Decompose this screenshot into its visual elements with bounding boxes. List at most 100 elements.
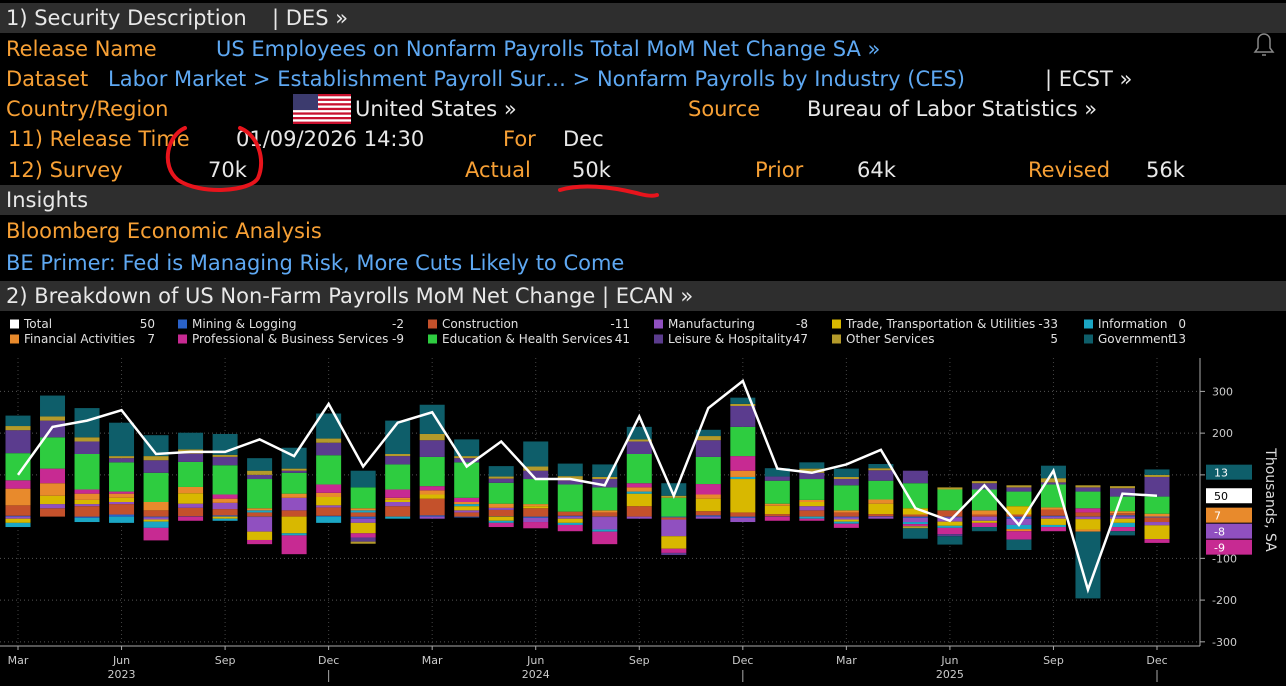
bar-segment [419,516,445,519]
bar-segment [385,497,411,500]
field-label: Source [688,97,761,121]
bar-segment [868,503,894,515]
bar-segment [454,512,480,517]
bar-segment [454,506,480,511]
bar-segment [592,512,618,517]
year-label: 2023 [108,668,136,681]
bar-segment [143,519,169,522]
bar-segment [695,456,721,485]
bar-segment [626,483,652,488]
field-value[interactable]: Bureau of Labor Statistics » [807,97,1098,121]
bar-segment [971,516,997,521]
bar-segment [1006,487,1032,492]
field-value[interactable]: United States » [355,97,517,121]
bar-segment [488,503,514,508]
bar-segment [1040,478,1066,483]
value-tag-label: -9 [1214,542,1225,555]
bar-segment [350,512,376,517]
bar-segment [1075,491,1101,509]
bar-segment [868,470,894,481]
bar-segment [730,470,756,477]
bar-segment [419,490,445,495]
bar-segment [523,508,549,517]
x-tick-label: Jun [112,654,130,667]
bar-segment [557,463,583,477]
bar-segment [1006,539,1032,550]
field-value[interactable]: US Employees on Nonfarm Payrolls Total M… [216,37,881,61]
legend-value: -8 [796,317,808,331]
bar-segment [937,521,963,526]
bar-segment [1040,482,1066,485]
chart-title-bar [0,281,1286,311]
bar-segment [1006,506,1032,515]
bar-segment [937,489,963,511]
bar-segment [557,524,583,532]
bar-segment [74,506,100,517]
bar-segment [937,516,963,518]
bar-segment [592,529,618,532]
bar-segment [937,525,963,528]
bar-segment [40,483,66,496]
bar-segment [454,504,480,507]
value-tag [1206,488,1252,504]
bar-segment [247,479,273,509]
bar-segment [1109,516,1135,519]
bar-segment [247,517,273,532]
bar-segment [316,507,342,516]
bar-segment [1006,485,1032,488]
bar-segment [419,456,445,487]
field-value[interactable]: | ECST » [1045,67,1133,91]
bar-segment [902,522,928,525]
field-value[interactable]: Labor Market > Establishment Payroll Sur… [108,67,965,91]
bar-segment [247,512,273,517]
bar-segment [385,454,411,457]
bar-segment [40,468,66,484]
bar-segment [109,497,135,502]
bar-segment [212,494,238,499]
bar-segment [178,453,204,462]
bar-segment [247,531,273,540]
bar-segment [695,484,721,495]
bar-segment [868,480,894,500]
bar-segment [1006,524,1032,530]
bar-segment [1040,507,1066,510]
bar-segment [212,465,238,495]
x-tick-label: Dec [1146,654,1167,667]
bar-segment [695,436,721,441]
insight-link[interactable]: BE Primer: Fed is Managing Risk, More Cu… [6,251,625,275]
bar-segment [833,479,859,486]
bar-segment [833,517,859,520]
bar-segment [937,534,963,537]
bar-segment [385,502,411,507]
x-tick-label: Mar [8,654,29,667]
screen-code[interactable]: | DES » [272,6,349,30]
field-value: 56k [1146,158,1185,182]
chart-title[interactable]: 2) Breakdown of US Non-Farm Payrolls MoM… [6,284,694,308]
bar-segment [833,519,859,522]
bar-segment [902,528,928,539]
value-tag-label: 50 [1214,490,1228,503]
bar-segment [178,493,204,504]
bar-segment [730,516,756,518]
bar-segment [626,516,652,519]
bar-segment [385,489,411,498]
bar-segment [247,458,273,471]
bar-segment [454,516,480,518]
y-tick-label: -200 [1212,594,1237,607]
legend-value: -2 [392,317,404,331]
bar-segment [626,441,652,454]
legend-value: 13 [1171,332,1186,346]
bar-segment [316,438,342,443]
bar-segment [109,502,135,505]
field-label: For [503,127,536,151]
x-tick-label: Mar [836,654,857,667]
bar-segment [1075,517,1101,520]
bar-segment [454,462,480,498]
bar-segment [1006,514,1032,517]
bar-segment [626,439,652,442]
bar-segment [695,498,721,512]
bar-segment [833,521,859,524]
legend-label: Information [1098,317,1167,331]
legend-swatch [178,334,187,344]
bar-segment [1109,513,1135,516]
